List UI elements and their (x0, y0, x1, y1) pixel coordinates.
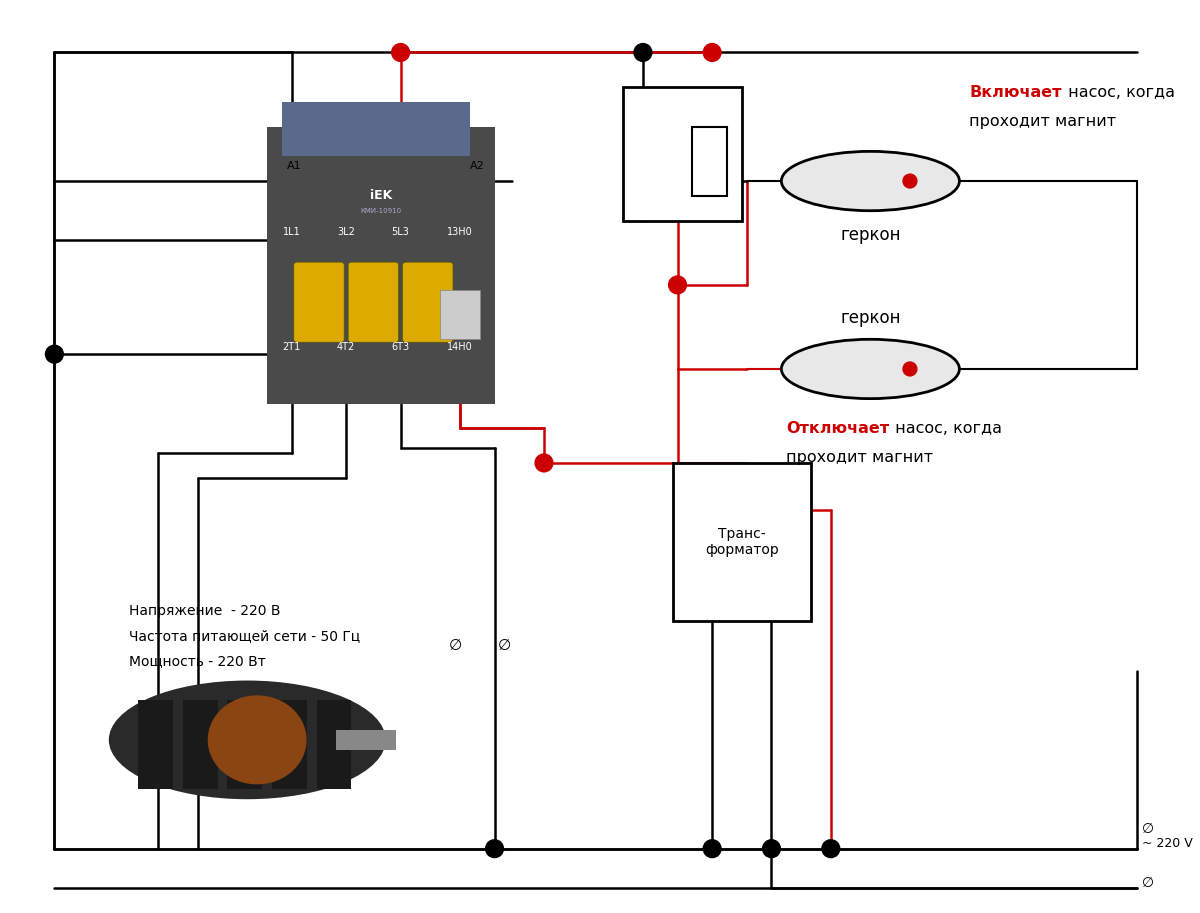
Circle shape (762, 840, 780, 857)
Text: Включает: Включает (970, 85, 1062, 100)
Text: насос, когда: насос, когда (890, 421, 1002, 436)
Circle shape (822, 840, 840, 857)
Text: 5L3: 5L3 (391, 227, 409, 237)
Bar (138, 700, 173, 790)
Circle shape (904, 174, 917, 188)
Text: Мощность - 220 Вт: Мощность - 220 Вт (128, 654, 265, 667)
Text: iEK: iEK (370, 189, 392, 203)
Text: 14H0: 14H0 (448, 342, 473, 352)
Text: проходит магнит: проходит магнит (970, 114, 1116, 130)
Bar (440, 289, 480, 340)
Circle shape (535, 454, 553, 472)
Circle shape (668, 276, 686, 294)
Text: 2T1: 2T1 (283, 342, 301, 352)
Text: геркон: геркон (840, 310, 901, 328)
Circle shape (486, 840, 504, 857)
Text: Напряжение  - 220 В: Напряжение - 220 В (128, 604, 280, 618)
Text: ∅: ∅ (1142, 822, 1154, 836)
Circle shape (391, 44, 409, 61)
Bar (672, 463, 811, 621)
Bar (268, 127, 494, 404)
Text: ~ 220 V: ~ 220 V (1142, 837, 1193, 850)
Ellipse shape (781, 152, 960, 211)
FancyBboxPatch shape (294, 262, 344, 342)
Bar (282, 102, 470, 156)
Text: ∅: ∅ (449, 638, 462, 654)
Bar (182, 700, 217, 790)
Text: геркон: геркон (840, 226, 901, 244)
Bar (692, 127, 727, 196)
Bar (272, 700, 307, 790)
Text: 13H0: 13H0 (448, 227, 473, 237)
Text: A1: A1 (287, 162, 301, 171)
Bar (336, 730, 396, 750)
Circle shape (703, 840, 721, 857)
Text: проходит магнит: проходит магнит (786, 450, 934, 466)
Bar (623, 87, 742, 221)
Text: ∅: ∅ (498, 638, 511, 654)
Text: насос, когда: насос, когда (1063, 85, 1175, 100)
Text: 6T3: 6T3 (391, 342, 409, 352)
Text: 4T2: 4T2 (337, 342, 355, 352)
Text: Частота питающей сети - 50 Гц: Частота питающей сети - 50 Гц (128, 629, 360, 643)
Circle shape (703, 44, 721, 61)
Circle shape (634, 44, 652, 61)
Ellipse shape (109, 680, 385, 799)
Circle shape (904, 362, 917, 376)
Bar (317, 700, 352, 790)
Ellipse shape (208, 696, 307, 784)
FancyBboxPatch shape (348, 262, 398, 342)
Text: A2: A2 (470, 162, 485, 171)
Text: 1L1: 1L1 (283, 227, 301, 237)
Bar (228, 700, 262, 790)
Text: Отключает: Отключает (786, 421, 889, 436)
FancyBboxPatch shape (402, 262, 454, 342)
Text: Транс-
форматор: Транс- форматор (704, 527, 779, 557)
Text: 3L2: 3L2 (337, 227, 355, 237)
Text: ∅: ∅ (1142, 876, 1154, 890)
Ellipse shape (781, 340, 960, 399)
Text: КМИ-10910: КМИ-10910 (360, 208, 401, 214)
Circle shape (46, 345, 64, 363)
